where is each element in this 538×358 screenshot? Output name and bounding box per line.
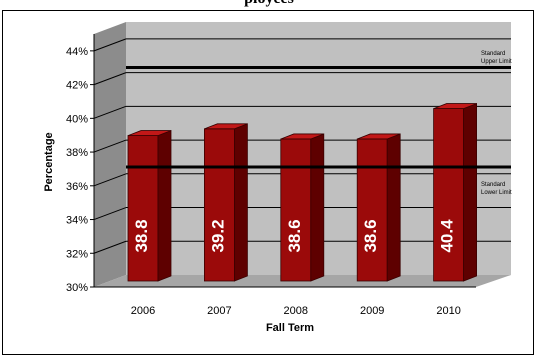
y-tick-labels: 30% 32% 34% 36% 38% 40% 42% 44% — [66, 46, 88, 294]
chart-title-fragment: ployees — [0, 0, 538, 9]
data-label: 39.2 — [208, 219, 227, 252]
bar-side — [310, 133, 325, 282]
x-tick-label: 2006 — [131, 305, 155, 317]
data-labels: 38.8 39.2 38.6 38.6 40.4 — [132, 219, 457, 253]
reference-label: Lower Limit — [481, 190, 512, 196]
y-tick-label: 30% — [66, 282, 88, 294]
data-label: 38.6 — [361, 219, 380, 252]
gridline-depth — [93, 173, 127, 187]
gridline-depth — [93, 72, 127, 86]
bar-side — [233, 123, 248, 282]
bar-top — [204, 123, 248, 130]
x-tick-label: 2009 — [360, 305, 384, 317]
y-tick-label: 34% — [66, 215, 88, 227]
side-wall — [94, 22, 126, 287]
bar-top — [127, 130, 172, 136]
reference-label: Upper Limit — [481, 59, 512, 65]
gridline-depth — [93, 105, 127, 119]
bar — [203, 128, 235, 282]
x-tick-labels: 2006 2007 2008 2009 2010 — [131, 305, 461, 317]
bar — [433, 108, 465, 282]
gridline-depth — [93, 207, 127, 221]
y-tick-label: 38% — [66, 147, 88, 159]
gridline-depth — [93, 139, 127, 153]
gridline-depth — [93, 240, 127, 254]
x-tick-label: 2010 — [436, 305, 460, 317]
data-label: 38.8 — [132, 219, 151, 252]
y-tick-label: 42% — [66, 80, 88, 92]
bar-side — [157, 129, 172, 282]
y-tick-label: 40% — [66, 113, 88, 125]
bar — [280, 138, 312, 282]
x-tick-label: 2007 — [207, 305, 231, 317]
y-axis-label: Percentage — [43, 132, 55, 191]
y-tick-label: 36% — [66, 181, 88, 193]
bar-side — [386, 133, 401, 282]
gridline-depth — [93, 38, 127, 52]
x-axis-label: Fall Term — [266, 322, 314, 334]
bar-top — [280, 133, 324, 140]
reference-lines: Standard Upper Limit Standard Lower Limit — [126, 51, 512, 196]
bar — [356, 138, 388, 282]
reference-label: Standard — [481, 51, 505, 57]
y-tick-label: 44% — [66, 46, 88, 58]
x-tick-label: 2008 — [284, 305, 308, 317]
y-tick-label: 32% — [66, 248, 88, 260]
bar-side — [463, 103, 478, 282]
data-label: 40.4 — [438, 219, 457, 253]
bar — [127, 135, 159, 282]
data-label: 38.6 — [285, 219, 304, 252]
reference-label: Standard — [481, 182, 505, 188]
bars — [127, 103, 478, 282]
bar-top — [433, 103, 477, 109]
bar-top — [357, 133, 401, 140]
